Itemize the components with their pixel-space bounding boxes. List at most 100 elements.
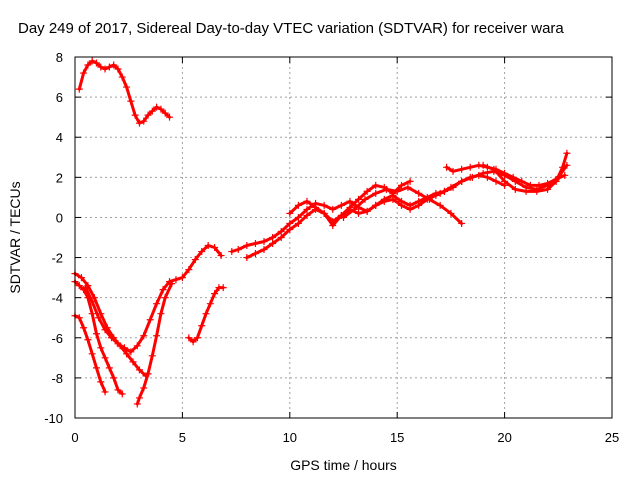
series-trace [342,185,464,225]
data-point [80,69,88,77]
data-point [90,294,98,302]
x-tick-label: 15 [390,430,404,445]
data-point [251,240,259,248]
data-point [492,177,500,185]
data-point [329,205,337,213]
chart-title: Day 249 of 2017, Sidereal Day-to-day VTE… [18,20,564,37]
y-tick-label: 0 [56,210,63,225]
data-point [157,310,165,318]
data-point [415,201,423,209]
data-point [294,219,302,227]
data-point [447,183,455,191]
data-point [97,63,105,71]
data-points [71,57,571,408]
data-point [105,364,113,372]
data-point [415,189,423,197]
data-point [404,183,412,191]
data-point [243,242,251,250]
y-tick-label: -10 [44,411,63,426]
data-point [458,165,466,173]
data-point [92,59,100,67]
data-point [432,191,440,199]
data-point [140,332,148,340]
data-point [110,61,118,69]
data-point [340,213,347,221]
y-axis-label: SDTVAR / TECUs [7,181,23,293]
data-point [286,225,294,233]
data-point [380,197,388,205]
y-tick-label: 8 [56,50,63,65]
data-point [449,167,457,175]
series-arc6 [133,280,176,408]
data-point [361,195,369,203]
data-point [127,348,135,356]
x-tick-label: 10 [283,430,297,445]
data-point [501,177,509,185]
data-point [135,119,143,127]
data-point [234,246,242,254]
x-tick-label: 0 [71,430,78,445]
data-point [95,314,103,322]
series-arc1 [75,57,174,127]
data-point [148,352,156,360]
data-point [82,284,90,292]
data-point [363,187,371,195]
data-point [178,274,186,282]
data-point [393,187,401,195]
data-point [118,390,126,398]
data-point [84,61,92,69]
data-point [397,181,405,189]
data-point [75,314,83,322]
data-point [198,322,206,330]
data-point [294,201,302,209]
y-tick-labels: -10 -8 -6 -4 -2 0 2 4 6 8 [44,50,63,426]
series-arc7 [185,284,227,346]
data-point [458,219,466,227]
series-trace [481,151,569,193]
data-point [436,201,444,209]
data-point [458,177,466,185]
x-tick-label: 25 [605,430,619,445]
data-point [161,294,169,302]
data-point [110,374,118,382]
data-point [260,246,268,254]
data-point [185,334,193,342]
series-trace [73,280,124,396]
data-point [561,171,569,179]
data-point [425,195,433,203]
data-point [350,205,358,213]
data-point [127,97,135,105]
data-point [157,105,165,113]
data-point [172,276,180,284]
data-point [75,85,83,93]
x-tick-label: 5 [179,430,186,445]
data-point [346,197,354,205]
data-point [217,252,225,260]
data-point [372,181,380,189]
data-point [123,350,131,358]
data-point [320,209,328,217]
data-point [97,344,105,352]
data-point [153,103,161,111]
data-point [544,185,552,193]
data-point [522,187,530,195]
data-point [189,338,197,346]
data-point [468,173,476,181]
data-point [211,290,219,298]
data-point [135,366,143,374]
data-point [372,189,380,197]
data-point [80,324,88,332]
data-point [193,334,201,342]
data-point [443,163,451,171]
data-point [101,65,109,73]
data-point [191,256,199,264]
data-point [211,244,219,252]
data-point [108,334,116,342]
data-point [198,248,206,256]
data-point [92,330,100,338]
data-point [92,364,100,372]
data-point [153,332,161,340]
data-point [133,400,141,408]
data-point [490,165,498,173]
